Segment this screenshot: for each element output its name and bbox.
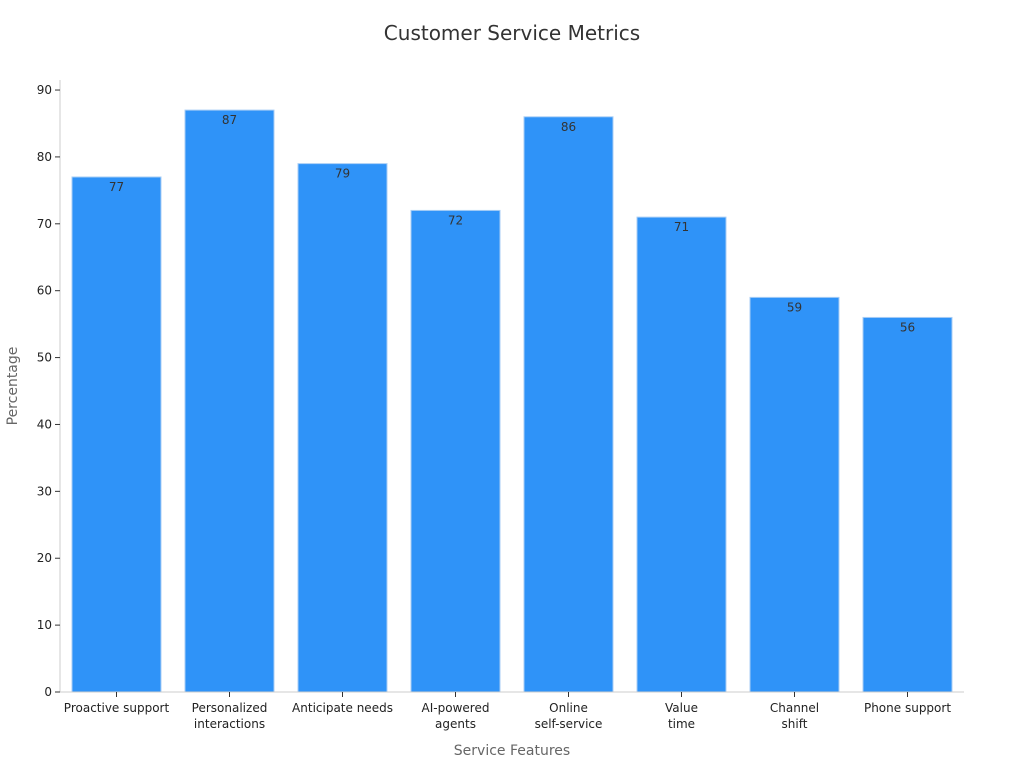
bars: 77 87 79 72 86 71 59 56 [71,109,953,693]
bar-value-label: 79 [335,167,350,181]
x-tick-label: Value time [665,701,698,731]
y-tick-label: 50 [37,351,52,365]
x-tick-label: AI-powered agents [422,701,490,731]
y-tick-label: 40 [37,417,52,431]
y-tick-label: 10 [37,618,52,632]
x-tick-label: Anticipate needs [292,701,393,715]
bar [184,109,275,693]
bar [410,209,501,693]
bar [523,116,614,693]
y-tick-label: 20 [37,551,52,565]
bar-value-label: 71 [674,220,689,234]
x-tick-label: Phone support [864,701,951,715]
bar [297,163,388,693]
y-tick-label: 90 [37,83,52,97]
y-tick-label: 80 [37,150,52,164]
bar [636,216,727,693]
bar-value-label: 87 [222,113,237,127]
x-tick-label: Personalized interactions [192,701,268,731]
x-tick-label: Proactive support [64,701,170,715]
bar [862,316,953,693]
chart-title: Customer Service Metrics [384,21,640,45]
bar-value-label: 86 [561,120,576,134]
bar [71,176,162,693]
y-axis: 0 10 20 30 40 50 60 70 80 90 [37,80,61,699]
x-tick-label: Channel shift [770,701,819,731]
x-axis: Proactive support Personalized interaction… [60,691,964,731]
x-tick-label: Online self-service [535,701,603,731]
y-tick-label: 70 [37,217,52,231]
y-tick-label: 30 [37,484,52,498]
bar-value-label: 77 [109,180,124,194]
bar-value-label: 56 [900,320,915,334]
bar-value-label: 72 [448,213,463,227]
y-tick-label: 0 [44,685,52,699]
y-axis-label: Percentage [5,347,21,426]
y-tick-label: 60 [37,284,52,298]
bar [749,296,840,693]
bar-value-label: 59 [787,300,802,314]
x-axis-label: Service Features [454,743,570,759]
